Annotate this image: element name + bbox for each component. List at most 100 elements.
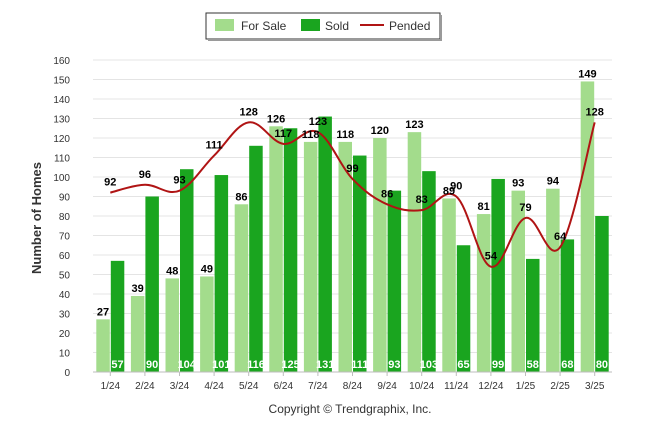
data-label-for-sale: 93 (512, 178, 524, 190)
data-label-sold: 131 (316, 359, 334, 371)
x-tick-label: 3/25 (585, 381, 605, 392)
bar-sold (456, 245, 471, 372)
x-tick-label: 1/24 (101, 381, 121, 392)
legend-box (205, 12, 441, 40)
y-tick-label: 140 (53, 95, 70, 106)
x-tick-label: 2/25 (550, 381, 570, 392)
data-label-sold: 111 (351, 359, 368, 371)
bar-sold (249, 145, 263, 372)
x-tick-label: 6/24 (274, 381, 294, 392)
y-tick-label: 110 (54, 154, 70, 165)
data-label-for-sale: 27 (97, 306, 109, 318)
bar-sold (110, 260, 125, 372)
bar-sold (560, 239, 575, 372)
data-label-pended: 79 (519, 202, 531, 214)
y-tick-label: 30 (59, 310, 71, 321)
data-label-sold: 99 (492, 359, 504, 371)
y-tick-label: 80 (59, 212, 71, 223)
data-label-for-sale: 118 (302, 129, 320, 141)
y-tick-label: 40 (59, 290, 71, 301)
bar-for-sale (407, 132, 422, 372)
y-tick-label: 100 (53, 173, 70, 184)
x-tick-label: 3/24 (170, 381, 190, 392)
bar-sold (180, 169, 194, 372)
data-label-pended: 111 (206, 140, 223, 152)
legend-swatch-sold (301, 19, 320, 31)
bar-for-sale (269, 126, 283, 372)
data-label-sold: 103 (420, 359, 438, 371)
data-label-sold: 80 (596, 359, 608, 371)
bar-for-sale (200, 276, 214, 372)
data-label-pended: 54 (485, 251, 498, 263)
data-label-pended: 123 (309, 116, 327, 128)
y-tick-label: 20 (59, 329, 71, 340)
x-tick-label: 4/24 (204, 381, 224, 392)
y-axis-title: Number of Homes (29, 162, 44, 274)
y-tick-label: 50 (59, 271, 71, 282)
data-label-for-sale: 48 (166, 265, 178, 277)
bar-for-sale (373, 138, 387, 372)
data-label-sold: 90 (146, 359, 158, 371)
x-tick-label: 1/25 (516, 381, 536, 392)
data-label-sold: 116 (247, 359, 265, 371)
data-labels: 27 57 39 90 48 104 49 101 86 116 126 125 118 131 118 11… (97, 68, 608, 371)
legend: For Sale Sold Pended (205, 12, 442, 41)
bar-for-sale (580, 81, 595, 372)
y-tick-label: 70 (59, 232, 71, 243)
data-label-pended: 117 (274, 128, 292, 140)
bar-sold (422, 171, 436, 372)
x-tick-label: 11/24 (444, 381, 469, 392)
bar-for-sale (511, 190, 525, 372)
data-label-for-sale: 123 (405, 119, 423, 131)
bar-sold (145, 196, 159, 372)
bar-sold (353, 155, 367, 372)
legend-label-sold: Sold (325, 19, 349, 33)
data-label-pended: 64 (554, 231, 567, 243)
axes: 0 10 20 30 40 50 60 70 80 90 100 110 120 130 140 150 160… (53, 56, 612, 392)
legend-label-for-sale: For Sale (241, 19, 287, 33)
y-tick-label: 120 (53, 134, 70, 145)
data-label-for-sale: 89 (443, 185, 455, 197)
bar-for-sale (234, 204, 249, 372)
data-label-for-sale: 81 (478, 201, 490, 213)
bar-for-sale (338, 141, 352, 372)
bar-sold (387, 190, 402, 372)
bar-for-sale (546, 188, 560, 372)
data-label-for-sale: 120 (371, 125, 389, 137)
data-label-pended: 96 (139, 169, 151, 181)
data-label-sold: 104 (178, 359, 197, 371)
legend-shadow-bottom (208, 39, 442, 41)
data-label-for-sale: 149 (578, 68, 596, 80)
y-tick-label: 60 (59, 251, 71, 262)
data-label-sold: 68 (561, 359, 573, 371)
data-label-pended: 128 (240, 106, 258, 118)
copyright-footer: Copyright © Trendgraphix, Inc. (269, 402, 432, 416)
bar-for-sale (165, 278, 179, 372)
data-label-pended: 128 (586, 106, 604, 118)
data-label-pended: 90 (450, 181, 462, 193)
data-label-sold: 93 (388, 359, 400, 371)
y-tick-label: 0 (64, 368, 70, 379)
x-tick-label: 2/24 (135, 381, 155, 392)
pended-line-path (110, 121, 596, 268)
bar-for-sale (476, 214, 491, 372)
bar-sold (526, 258, 540, 372)
legend-label-pended: Pended (389, 19, 430, 33)
bar-for-sale (303, 141, 318, 372)
data-label-pended: 99 (346, 163, 358, 175)
x-tick-label: 12/24 (478, 381, 503, 392)
y-tick-label: 160 (53, 56, 70, 67)
legend-swatch-for-sale (215, 19, 234, 31)
data-label-for-sale: 126 (267, 113, 285, 125)
data-label-sold: 57 (111, 359, 123, 371)
x-tick-label: 8/24 (343, 381, 363, 392)
bar-for-sale (96, 319, 110, 372)
bar-sold (491, 178, 505, 372)
data-label-sold: 58 (527, 359, 539, 371)
bar-sold (595, 216, 609, 372)
y-tick-label: 130 (53, 115, 70, 126)
y-tick-label: 90 (59, 193, 71, 204)
x-tick-label: 10/24 (409, 381, 434, 392)
